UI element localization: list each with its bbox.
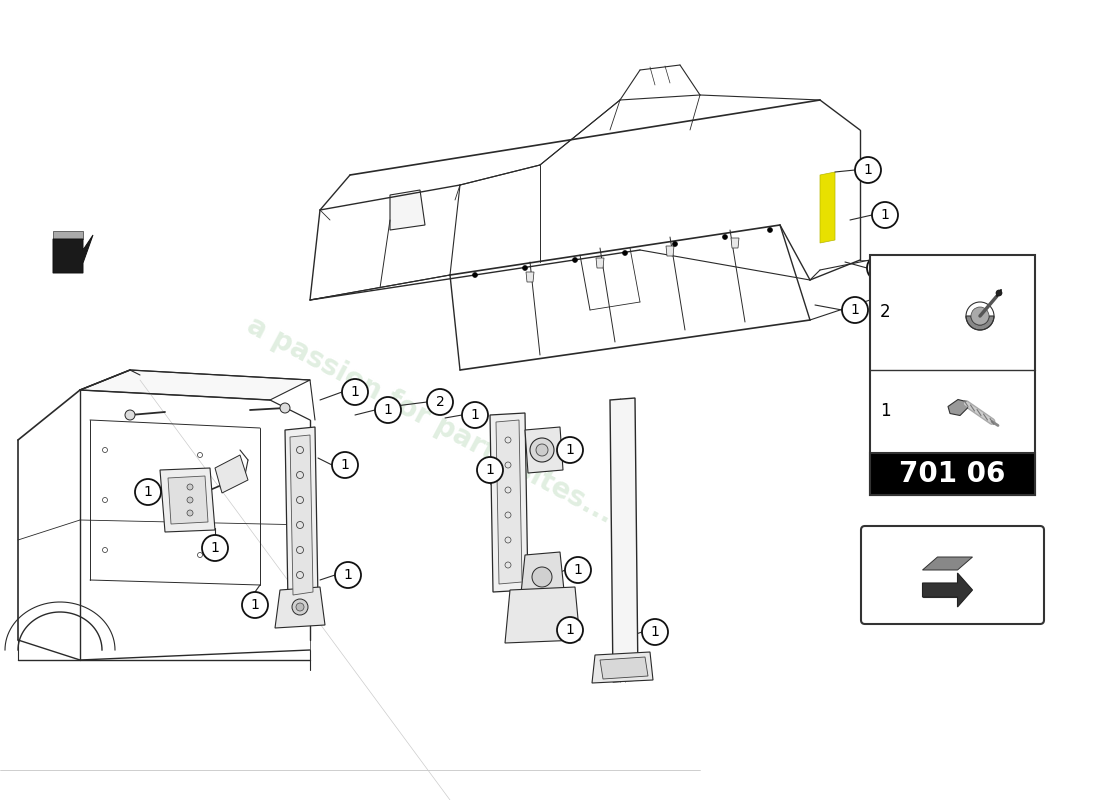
Circle shape xyxy=(557,437,583,463)
Polygon shape xyxy=(275,587,324,628)
Circle shape xyxy=(292,599,308,615)
Polygon shape xyxy=(610,398,638,682)
Circle shape xyxy=(672,242,678,246)
Circle shape xyxy=(996,290,1002,296)
Circle shape xyxy=(855,157,881,183)
Circle shape xyxy=(842,297,868,323)
Polygon shape xyxy=(923,557,972,570)
Circle shape xyxy=(427,389,453,415)
Polygon shape xyxy=(505,587,580,643)
Circle shape xyxy=(536,444,548,456)
Circle shape xyxy=(723,234,727,239)
Text: a passion for parts sites...: a passion for parts sites... xyxy=(242,311,618,529)
Circle shape xyxy=(342,379,369,405)
Polygon shape xyxy=(168,476,208,524)
Circle shape xyxy=(187,510,192,516)
Polygon shape xyxy=(53,235,94,273)
Circle shape xyxy=(135,479,161,505)
Circle shape xyxy=(296,603,304,611)
Text: 1: 1 xyxy=(864,163,872,177)
Polygon shape xyxy=(390,190,425,230)
Circle shape xyxy=(971,307,989,325)
Circle shape xyxy=(375,397,402,423)
Circle shape xyxy=(187,484,192,490)
Text: 1: 1 xyxy=(650,625,659,639)
Wedge shape xyxy=(966,316,994,330)
Text: 2: 2 xyxy=(436,395,444,409)
Circle shape xyxy=(477,457,503,483)
Circle shape xyxy=(242,592,268,618)
FancyBboxPatch shape xyxy=(861,526,1044,624)
Text: 1: 1 xyxy=(565,623,574,637)
Text: 1: 1 xyxy=(876,261,884,275)
Polygon shape xyxy=(214,455,248,493)
Polygon shape xyxy=(820,172,835,243)
Text: 1: 1 xyxy=(210,541,219,555)
Text: 1: 1 xyxy=(471,408,480,422)
Circle shape xyxy=(768,227,772,233)
Text: 1: 1 xyxy=(343,568,352,582)
Circle shape xyxy=(336,562,361,588)
Circle shape xyxy=(187,497,192,503)
FancyBboxPatch shape xyxy=(870,453,1035,495)
Circle shape xyxy=(532,567,552,587)
Text: 1: 1 xyxy=(880,402,891,421)
Polygon shape xyxy=(732,238,739,248)
Text: 1: 1 xyxy=(251,598,260,612)
Polygon shape xyxy=(666,246,674,256)
Polygon shape xyxy=(490,413,528,592)
Circle shape xyxy=(332,452,358,478)
FancyBboxPatch shape xyxy=(870,255,1035,495)
Circle shape xyxy=(522,266,528,270)
Polygon shape xyxy=(923,583,957,597)
Circle shape xyxy=(202,535,228,561)
Circle shape xyxy=(642,619,668,645)
Text: 1: 1 xyxy=(850,303,859,317)
Text: 1: 1 xyxy=(485,463,494,477)
Circle shape xyxy=(462,402,488,428)
Text: 1: 1 xyxy=(341,458,350,472)
Polygon shape xyxy=(285,427,318,603)
Polygon shape xyxy=(923,573,972,607)
Text: 1: 1 xyxy=(351,385,360,399)
Polygon shape xyxy=(160,468,215,532)
Text: 1: 1 xyxy=(565,443,574,457)
Circle shape xyxy=(867,255,893,281)
Polygon shape xyxy=(526,272,534,282)
Polygon shape xyxy=(948,399,968,415)
Polygon shape xyxy=(600,657,648,679)
Circle shape xyxy=(872,202,898,228)
Polygon shape xyxy=(496,420,522,584)
Text: 1: 1 xyxy=(881,208,890,222)
Circle shape xyxy=(530,438,554,462)
Circle shape xyxy=(565,557,591,583)
Polygon shape xyxy=(525,427,563,473)
Text: 1: 1 xyxy=(144,485,153,499)
Circle shape xyxy=(623,250,627,255)
Text: 2: 2 xyxy=(880,303,891,321)
Polygon shape xyxy=(592,652,653,683)
Text: 1: 1 xyxy=(384,403,393,417)
Polygon shape xyxy=(53,231,82,239)
Polygon shape xyxy=(80,370,310,400)
Polygon shape xyxy=(596,258,604,268)
Polygon shape xyxy=(290,435,314,595)
Circle shape xyxy=(125,410,135,420)
Text: 1: 1 xyxy=(573,563,582,577)
Polygon shape xyxy=(520,552,565,603)
Text: 701 06: 701 06 xyxy=(900,460,1005,488)
Circle shape xyxy=(572,258,578,262)
Circle shape xyxy=(473,273,477,278)
Circle shape xyxy=(557,617,583,643)
Circle shape xyxy=(280,403,290,413)
